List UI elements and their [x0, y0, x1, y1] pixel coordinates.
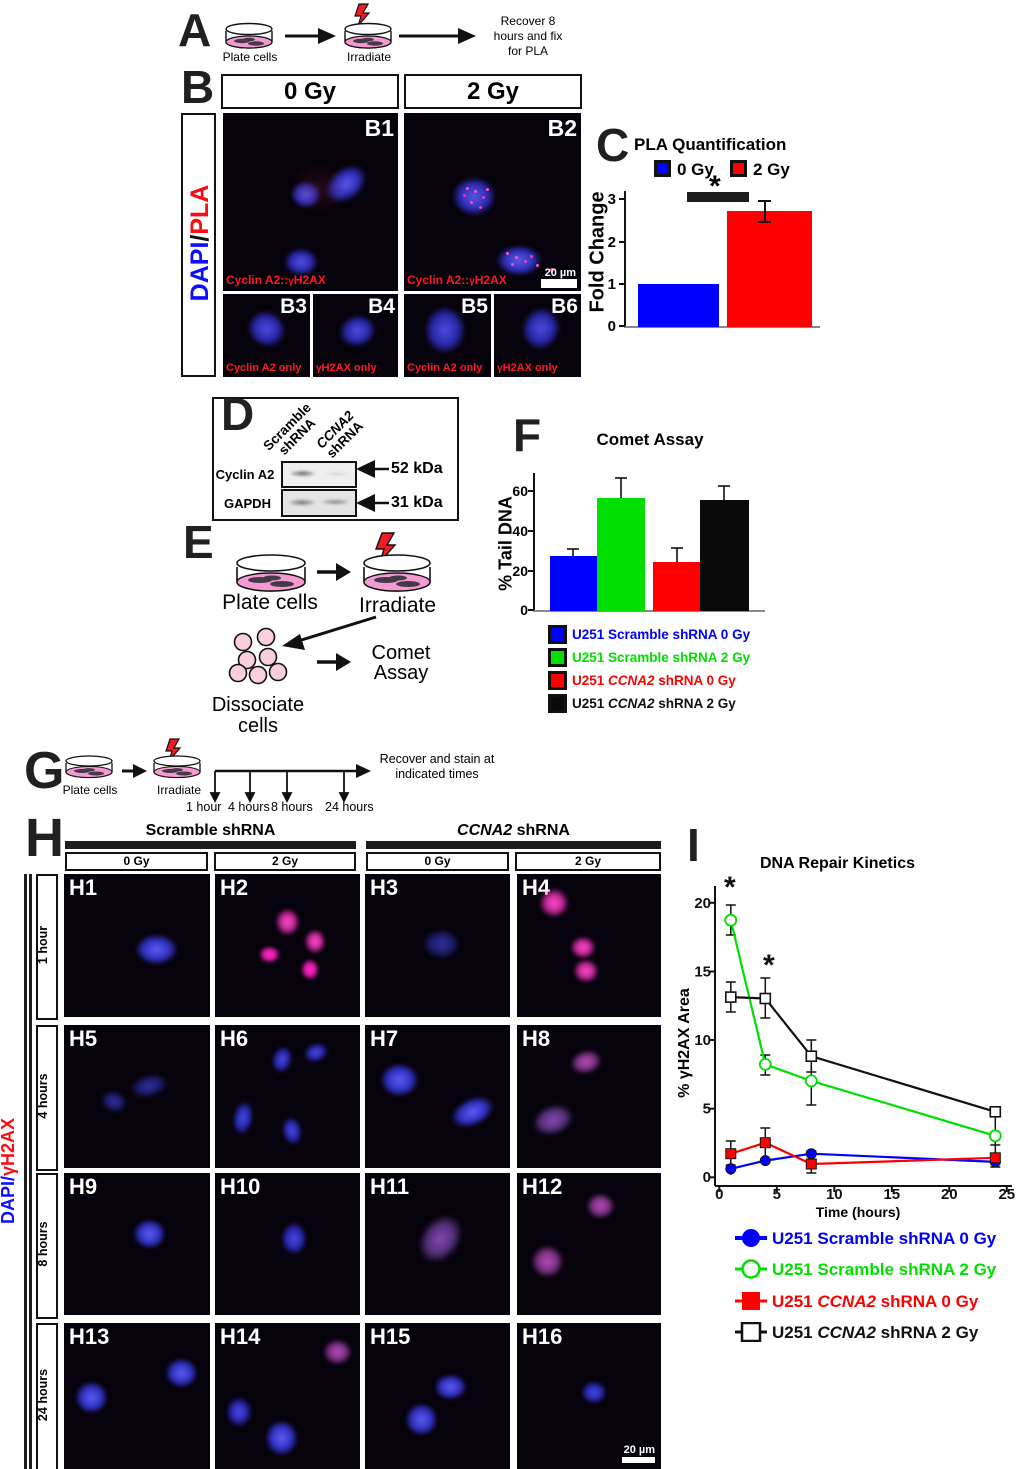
svg-text:20: 20	[694, 895, 711, 912]
svg-text:15: 15	[694, 964, 711, 981]
svg-text:10: 10	[826, 1186, 843, 1203]
svg-text:5: 5	[703, 1101, 711, 1118]
svg-text:25: 25	[998, 1186, 1015, 1203]
svg-text:*: *	[763, 949, 775, 982]
svg-text:0: 0	[715, 1186, 723, 1203]
svg-text:0: 0	[703, 1169, 711, 1186]
svg-text:20: 20	[941, 1186, 958, 1203]
svg-text:10: 10	[694, 1032, 711, 1049]
svg-text:*: *	[724, 875, 736, 904]
svg-text:5: 5	[773, 1186, 781, 1203]
svg-text:15: 15	[883, 1186, 900, 1203]
